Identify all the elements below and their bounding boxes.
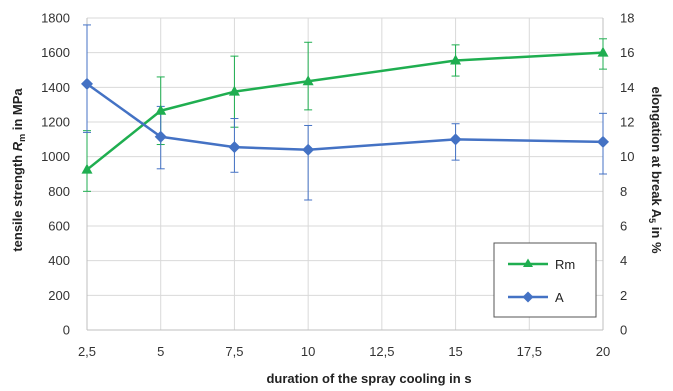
tick-label-right: 0 [620, 323, 627, 338]
tick-label-x: 12,5 [369, 344, 394, 359]
data-point-a [154, 130, 167, 143]
legend-rm-label: Rm [555, 257, 575, 272]
tick-label-left: 200 [48, 288, 70, 303]
tick-label-left: 400 [48, 253, 70, 268]
tick-label-left: 1000 [41, 149, 70, 164]
data-point-a [81, 77, 93, 90]
series-markers [81, 46, 609, 174]
x-axis-tick-labels: 2,5 5 7,5 10 12,5 15 17,5 20 [78, 344, 610, 359]
series-lines [86, 51, 604, 171]
tick-label-left: 0 [63, 323, 70, 338]
data-point-a [228, 141, 241, 154]
tick-label-left: 1200 [41, 115, 70, 130]
x-axis-title: duration of the spray cooling in s [266, 371, 471, 386]
data-point-rm [450, 54, 462, 65]
tick-label-right: 4 [620, 253, 627, 268]
tick-label-x: 15 [448, 344, 462, 359]
tick-label-right: 6 [620, 219, 627, 234]
left-axis-tick-labels: 0 200 400 600 800 1000 1200 1400 1600 1800 [41, 11, 70, 338]
tick-label-left: 800 [48, 184, 70, 199]
y-axis-left-title: tensile strength Rm in MPa [10, 88, 27, 252]
tick-label-left: 1600 [41, 45, 70, 60]
series-line-a [86, 82, 604, 151]
data-point-rm [81, 163, 93, 174]
legend: Rm A [493, 242, 597, 318]
tick-label-left: 1800 [41, 11, 70, 26]
data-point-rm [155, 104, 167, 115]
tick-label-right: 14 [620, 80, 634, 95]
data-point-a [449, 133, 462, 146]
tick-label-x: 5 [157, 344, 164, 359]
data-point-rm [302, 75, 314, 86]
right-axis-tick-labels: 0 2 4 6 8 10 12 14 16 18 [620, 11, 634, 338]
tick-label-x: 10 [301, 344, 315, 359]
data-point-rm [228, 85, 240, 96]
legend-rm-marker [523, 258, 533, 267]
tick-label-right: 18 [620, 11, 634, 26]
legend-a-label: A [555, 290, 564, 305]
tick-label-right: 2 [620, 288, 627, 303]
tick-label-left: 600 [48, 219, 70, 234]
tick-label-x: 7,5 [225, 344, 243, 359]
tick-label-x: 2,5 [78, 344, 96, 359]
tick-label-right: 8 [620, 184, 627, 199]
tick-label-x: 20 [596, 344, 610, 359]
data-point-a [302, 143, 315, 156]
tick-label-right: 10 [620, 149, 634, 164]
legend-box [493, 242, 597, 318]
tick-label-right: 16 [620, 45, 634, 60]
tick-label-left: 1400 [41, 80, 70, 95]
y-axis-right-title: elongation at break A5 in % [647, 86, 664, 254]
legend-a-marker [522, 291, 534, 303]
data-point-rm [597, 46, 609, 57]
tick-label-right: 12 [620, 115, 634, 130]
series-line-rm [86, 51, 604, 171]
data-point-a [597, 135, 609, 148]
tick-label-x: 17,5 [517, 344, 542, 359]
